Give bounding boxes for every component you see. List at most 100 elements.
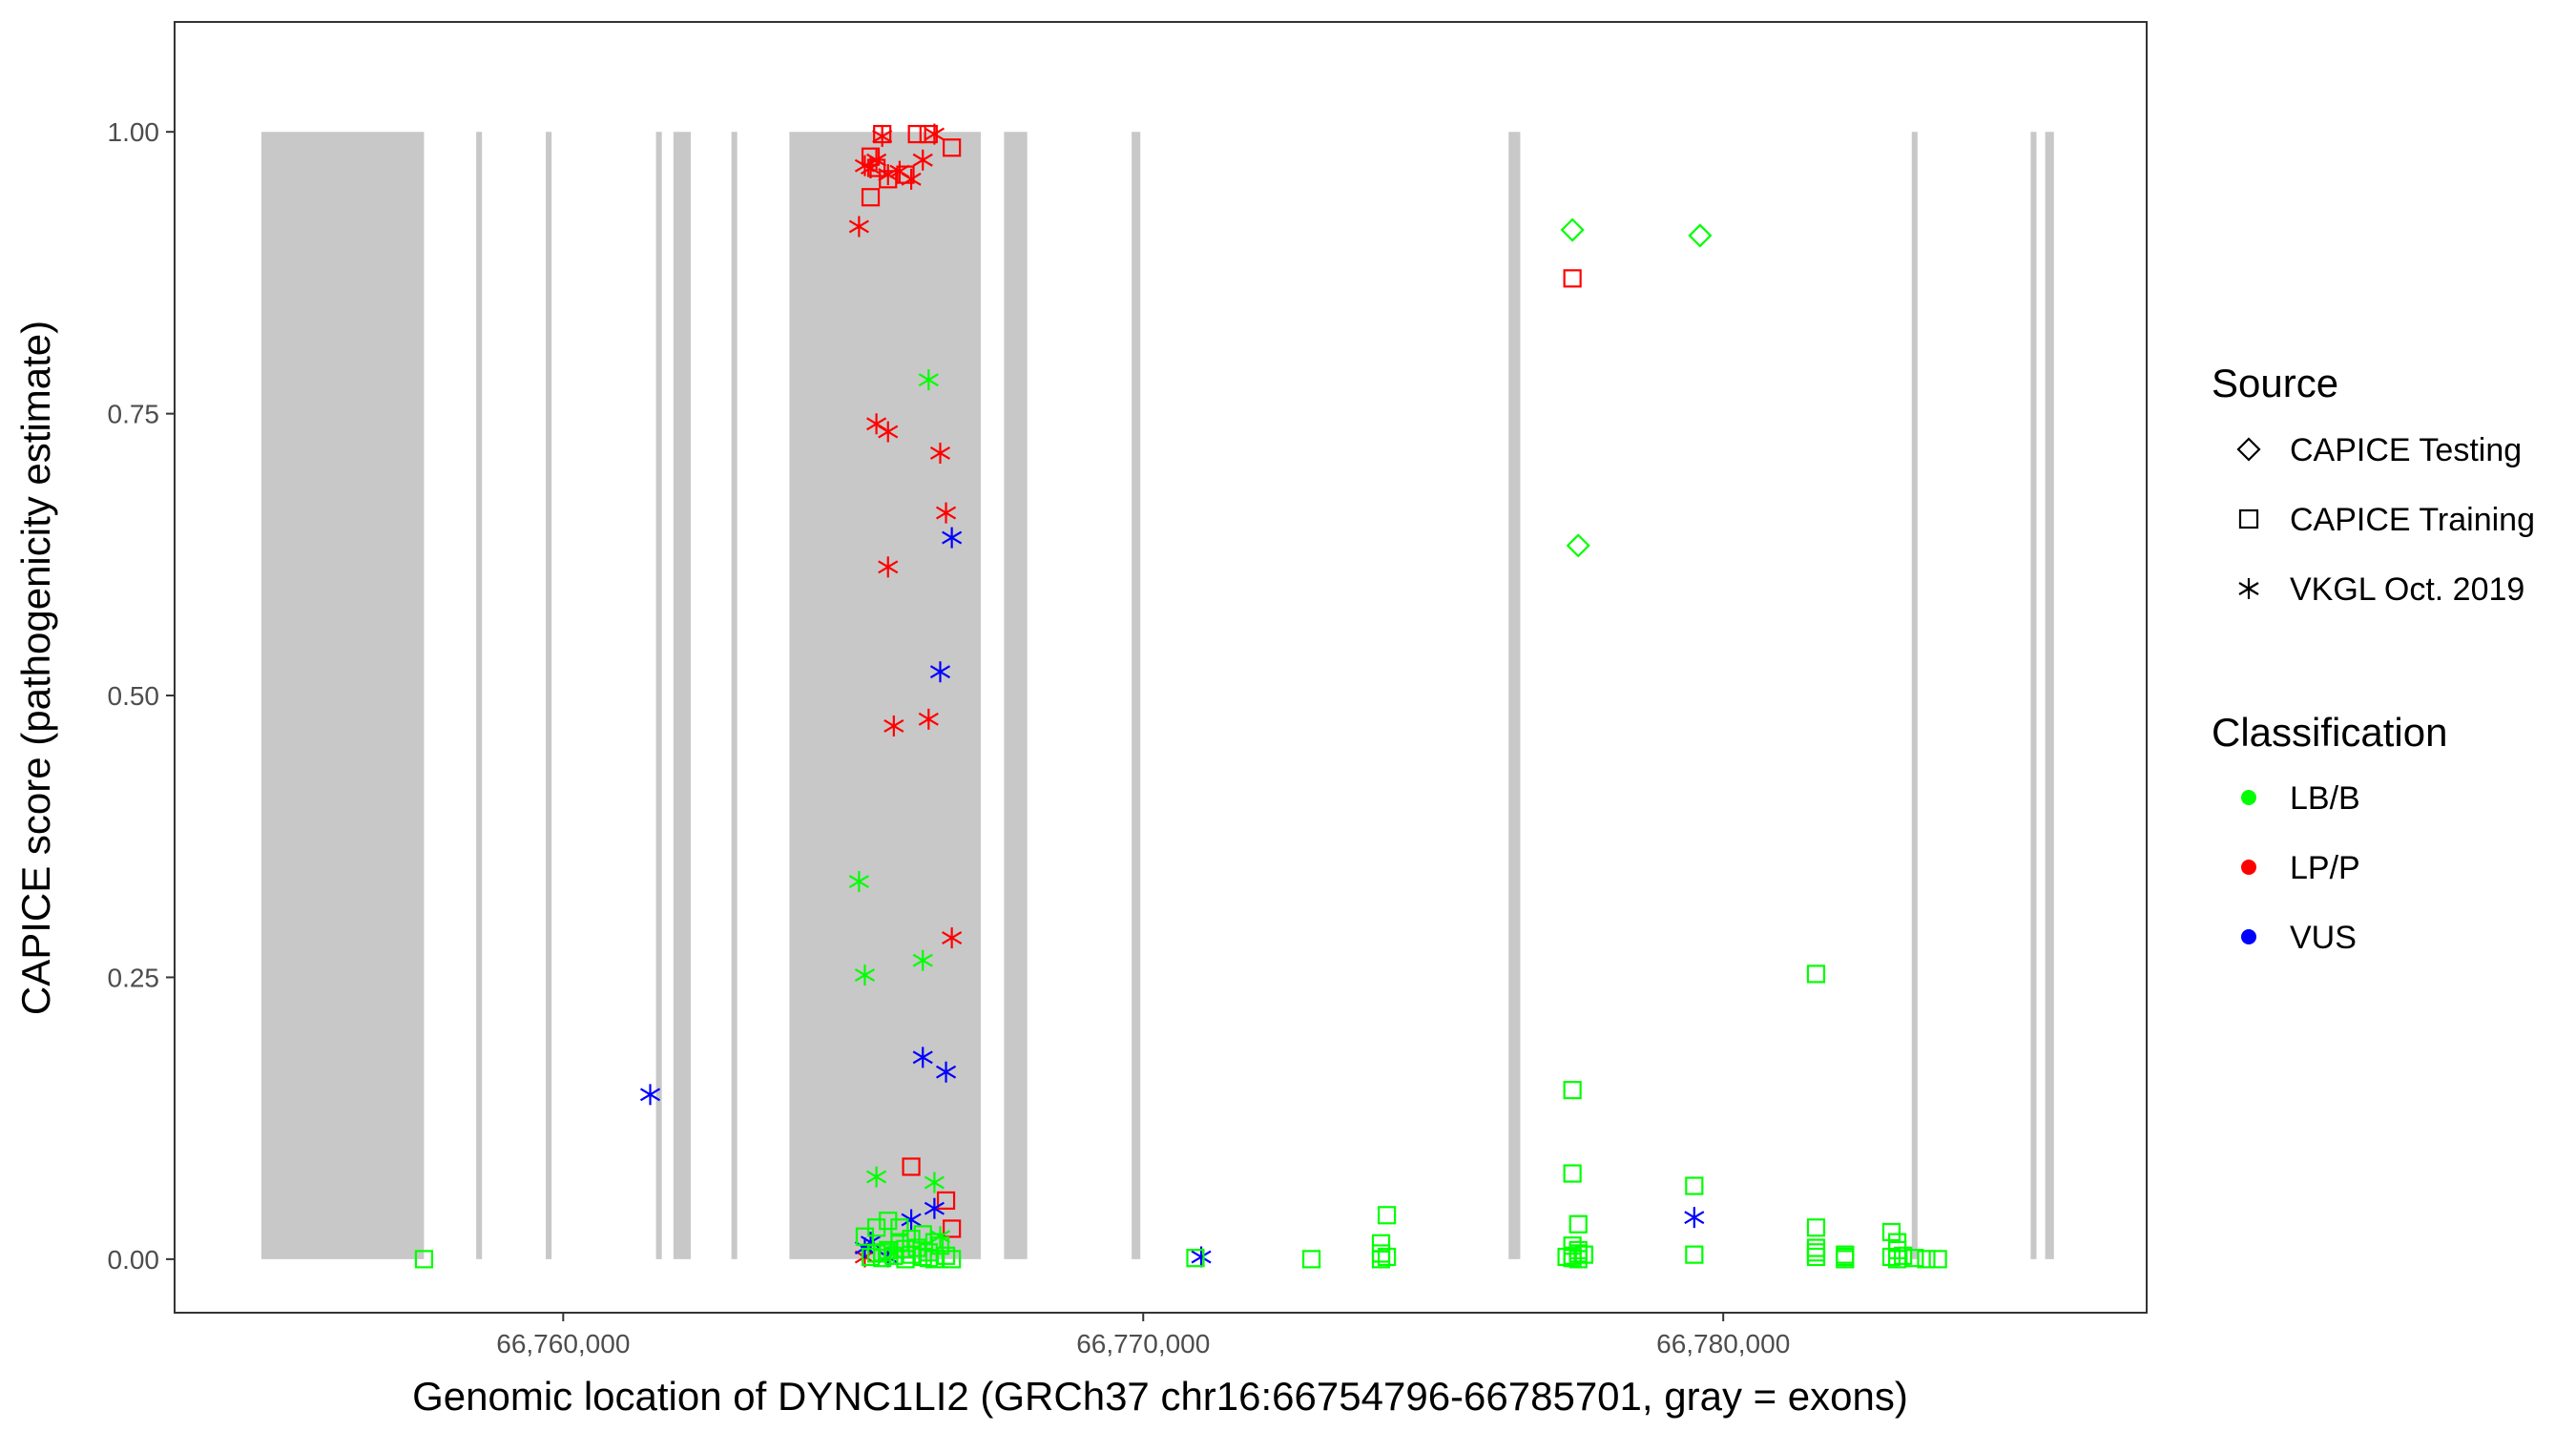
legend-class-lbb-label: LB/B xyxy=(2290,780,2360,817)
data-point-capice-training-lb-b xyxy=(1881,1247,1901,1267)
exon-band xyxy=(546,132,552,1259)
data-point-capice-training-lb-b xyxy=(890,1218,909,1237)
y-tick-label: 0.25 xyxy=(108,963,160,992)
data-points xyxy=(414,123,1947,1269)
data-point-vkgl-oct-2019-vus xyxy=(924,1197,945,1219)
data-point-capice-training-lb-b xyxy=(1568,1214,1588,1234)
data-point-vkgl-oct-2019-vus xyxy=(935,1061,957,1083)
legend-class-vus-dot xyxy=(2241,929,2256,944)
data-point-capice-training-lb-b xyxy=(1574,1245,1593,1264)
data-point-capice-training-lb-b xyxy=(1894,1246,1913,1265)
data-point-capice-training-lp-p xyxy=(902,1157,921,1176)
exon-band xyxy=(476,132,483,1259)
y-tick-label: 0.00 xyxy=(108,1245,160,1275)
data-point-capice-training-lp-p xyxy=(943,1219,962,1238)
exon-band xyxy=(673,132,692,1259)
data-point-capice-training-lb-b xyxy=(902,1230,921,1249)
data-point-vkgl-oct-2019-lp-p xyxy=(918,708,939,730)
exon-band xyxy=(2045,132,2054,1259)
y-tick-label: 0.50 xyxy=(108,681,160,711)
data-point-vkgl-oct-2019-lb-b xyxy=(924,1172,945,1193)
data-point-vkgl-oct-2019-lp-p xyxy=(878,556,899,578)
data-point-capice-training-lb-b xyxy=(1563,1249,1582,1268)
data-point-capice-training-lb-b xyxy=(930,1236,950,1255)
data-point-capice-training-lb-b xyxy=(1806,1247,1826,1267)
panel-background xyxy=(175,22,2147,1313)
data-point-capice-training-lb-b xyxy=(1557,1247,1576,1267)
data-point-capice-training-lb-b xyxy=(1806,964,1826,984)
data-point-capice-training-lb-b xyxy=(896,1250,915,1269)
data-point-capice-training-lb-b xyxy=(873,1243,892,1262)
exon-band xyxy=(1004,132,1028,1259)
legend-class-lbb-dot xyxy=(2241,790,2256,805)
legend: Source CAPICE Testing CAPICE Training VK… xyxy=(2212,361,2535,956)
data-point-capice-training-lb-b xyxy=(1905,1249,1924,1268)
exon-bands xyxy=(260,132,2054,1259)
data-point-capice-training-lb-b xyxy=(861,1247,881,1267)
data-point-vkgl-oct-2019-lp-p xyxy=(912,149,933,171)
data-point-vkgl-oct-2019-lp-p xyxy=(872,125,893,147)
data-point-vkgl-oct-2019-lb-b xyxy=(854,964,876,986)
legend-class-vus-label: VUS xyxy=(2290,920,2357,956)
data-point-capice-training-lb-b xyxy=(1917,1250,1936,1269)
data-point-capice-training-lb-b xyxy=(1806,1218,1826,1237)
data-point-capice-training-lp-p xyxy=(936,1191,956,1211)
exon-band xyxy=(2030,132,2037,1259)
data-point-vkgl-oct-2019-vus xyxy=(929,661,951,683)
data-point-vkgl-oct-2019-lb-b xyxy=(912,949,933,971)
exon-band xyxy=(260,132,425,1259)
exon-band xyxy=(731,132,737,1259)
data-point-vkgl-oct-2019-lp-p xyxy=(924,123,945,145)
data-point-capice-training-lb-b xyxy=(1371,1250,1391,1269)
data-point-capice-training-lb-b xyxy=(913,1247,932,1267)
data-point-vkgl-oct-2019-lb-b xyxy=(866,1166,887,1188)
data-point-capice-training-lb-b xyxy=(1887,1250,1907,1269)
data-point-capice-training-lb-b xyxy=(1377,1206,1397,1225)
data-point-capice-training-lb-b xyxy=(1836,1250,1855,1269)
x-axis: 66,760,000 66,770,000 66,780,000 xyxy=(496,1313,1790,1358)
legend-source-testing-label: CAPICE Testing xyxy=(2290,432,2522,468)
data-point-capice-testing-lb-b xyxy=(1560,218,1585,242)
exon-band xyxy=(1132,132,1141,1259)
legend-source-testing-icon xyxy=(2236,437,2261,462)
data-point-capice-training-lb-b xyxy=(1928,1250,1947,1269)
data-point-capice-training-lp-p xyxy=(919,124,938,144)
data-point-capice-training-lp-p xyxy=(861,188,881,207)
legend-source-vkgl-label: VKGL Oct. 2019 xyxy=(2290,571,2524,608)
data-point-vkgl-oct-2019-vus xyxy=(912,1047,933,1068)
data-point-vkgl-oct-2019-lp-p xyxy=(929,442,951,464)
y-tick-label: 1.00 xyxy=(108,117,160,147)
data-point-vkgl-oct-2019-lp-p xyxy=(901,168,922,190)
x-tick-label: 66,760,000 xyxy=(496,1329,630,1358)
legend-class-lpp-label: LP/P xyxy=(2290,850,2360,886)
data-point-capice-training-lb-b xyxy=(943,1250,962,1269)
data-point-capice-training-lb-b xyxy=(1881,1222,1901,1242)
data-point-capice-training-lb-b xyxy=(1377,1247,1397,1267)
data-point-capice-training-lp-p xyxy=(907,124,926,144)
data-point-capice-training-lb-b xyxy=(879,1212,898,1231)
data-point-vkgl-oct-2019-lp-p xyxy=(860,157,882,179)
data-point-capice-testing-lb-b xyxy=(1566,533,1590,558)
data-point-capice-training-lb-b xyxy=(414,1250,434,1269)
y-tick-label: 0.75 xyxy=(108,400,160,429)
data-point-vkgl-oct-2019-lb-b xyxy=(848,871,869,893)
y-axis-title: CAPICE score (pathogenicity estimate) xyxy=(13,321,58,1015)
exon-band xyxy=(655,132,662,1259)
data-point-capice-training-lb-b xyxy=(896,1239,915,1258)
x-tick-label: 66,770,000 xyxy=(1076,1329,1210,1358)
data-point-vkgl-oct-2019-lp-p xyxy=(942,927,963,949)
data-point-capice-training-lb-b xyxy=(1685,1245,1704,1264)
data-point-capice-training-lb-b xyxy=(936,1246,956,1265)
panel-border xyxy=(174,21,2148,1314)
data-point-vkgl-oct-2019-lp-p xyxy=(848,216,869,238)
legend-source-training-icon xyxy=(2238,508,2259,529)
data-point-vkgl-oct-2019-lb-b xyxy=(918,369,939,391)
y-axis: 0.00 0.25 0.50 0.75 1.00 xyxy=(108,117,175,1275)
data-point-vkgl-oct-2019-vus xyxy=(901,1209,922,1231)
data-point-capice-training-lb-b xyxy=(1186,1249,1205,1268)
legend-classification-title: Classification xyxy=(2212,710,2447,755)
data-point-vkgl-oct-2019-lp-p xyxy=(878,421,899,443)
data-point-vkgl-oct-2019-lp-p xyxy=(883,715,904,736)
legend-source-training-label: CAPICE Training xyxy=(2290,502,2535,538)
